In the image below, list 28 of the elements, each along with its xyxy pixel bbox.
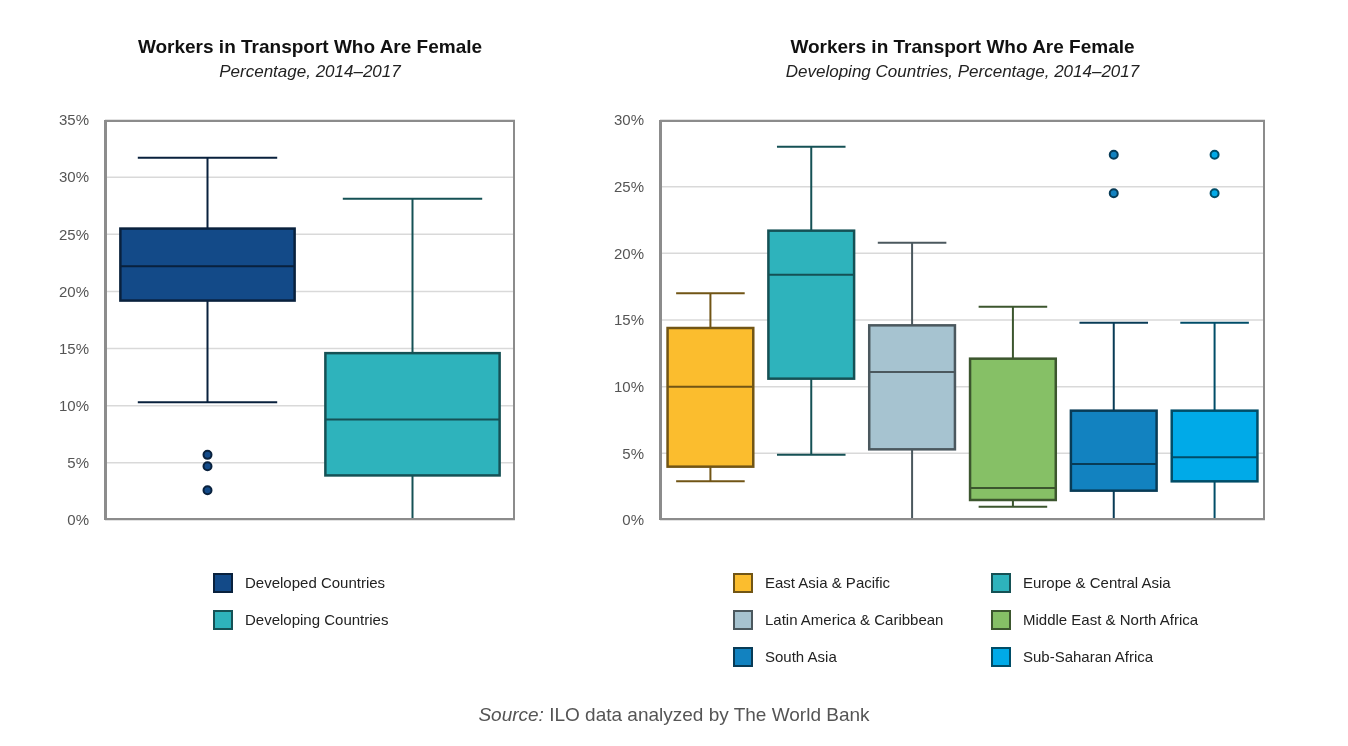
y-tick-label: 15% <box>58 339 89 357</box>
chart-title: Workers in Transport Who Are Female <box>136 36 484 58</box>
y-tick-label: 20% <box>58 282 89 300</box>
legend-label: South Asia <box>765 648 837 665</box>
legend-label: Europe & Central Asia <box>1023 574 1171 591</box>
y-tick-label: 20% <box>613 244 644 262</box>
y-tick-label: 0% <box>67 511 89 529</box>
y-tick-label: 30% <box>58 168 89 186</box>
legend-label: Latin America & Caribbean <box>765 611 944 628</box>
legend-label: Developed Countries <box>245 574 386 591</box>
chart-title: Workers in Transport Who Are Female <box>789 36 1136 58</box>
y-tick-label: 0% <box>622 511 644 529</box>
y-tick-label: 25% <box>613 177 644 195</box>
legend-label: East Asia & Pacific <box>765 574 891 591</box>
y-tick-label: 10% <box>613 377 644 395</box>
y-tick-label: 10% <box>58 397 89 415</box>
legend-label: Developing Countries <box>245 611 389 628</box>
y-tick-label: 25% <box>58 225 89 243</box>
chart-subtitle: Developing Countries, Percentage, 2014–2017 <box>784 62 1141 82</box>
y-tick-label: 30% <box>613 111 644 129</box>
chart-subtitle: Percentage, 2014–2017 <box>218 62 402 82</box>
source-note: Source: ILO data analyzed by The World Bank <box>477 704 871 726</box>
y-tick-label: 35% <box>58 111 89 129</box>
y-tick-label: 5% <box>67 454 89 472</box>
y-tick-label: 5% <box>622 444 644 462</box>
y-tick-label: 15% <box>613 311 644 329</box>
legend-label: Middle East & North Africa <box>1023 611 1199 628</box>
legend-label: Sub-Saharan Africa <box>1023 648 1154 665</box>
